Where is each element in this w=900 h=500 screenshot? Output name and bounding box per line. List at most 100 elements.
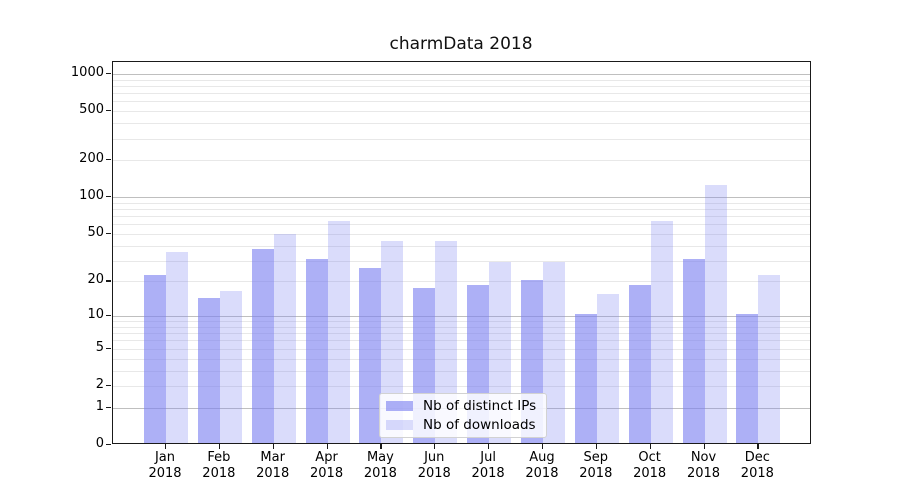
x-tick-month: Nov (690, 450, 717, 465)
y-tick-mark (106, 406, 111, 408)
bar-downloads (166, 252, 188, 443)
gridline-minor (113, 245, 810, 247)
x-tick-month: Dec (744, 450, 770, 465)
x-tick-label: Aug 2018 (510, 450, 574, 482)
y-tick-label: 10 (87, 307, 104, 323)
y-tick-label: 1000 (70, 64, 104, 80)
gridline-minor (113, 101, 810, 103)
y-tick-mark (106, 232, 111, 235)
x-tick-mark (595, 444, 597, 449)
y-tick-mark (106, 72, 111, 75)
y-tick-label: 500 (79, 102, 104, 118)
x-tick-year: 2018 (202, 466, 236, 481)
bar-downloads (758, 274, 781, 443)
x-tick-year: 2018 (417, 466, 451, 481)
y-tick-mark (106, 110, 111, 112)
legend-label-downloads: Nb of downloads (423, 416, 536, 433)
y-tick-label: 20 (87, 272, 104, 288)
x-tick-month: Mar (260, 450, 285, 465)
gridline-minor (113, 93, 810, 95)
x-tick-label: Sep 2018 (564, 450, 628, 482)
gridline-minor (113, 348, 810, 350)
y-tick-mark (106, 280, 111, 282)
bar-distinct-ips (682, 258, 705, 443)
x-tick-year: 2018 (256, 466, 290, 481)
x-tick-mark (272, 444, 274, 449)
bar-distinct-ips (251, 249, 274, 443)
bar-downloads (381, 241, 404, 443)
gridline-minor (113, 370, 810, 372)
x-tick-month: Aug (529, 450, 555, 465)
gridline-minor (113, 160, 810, 162)
x-tick-label: Jun 2018 (402, 450, 466, 482)
gridline-minor (113, 233, 810, 235)
x-tick-month: Oct (638, 450, 661, 465)
bar-distinct-ips (197, 297, 220, 443)
x-tick-year: 2018 (363, 466, 397, 481)
x-tick-mark (757, 444, 759, 449)
bar-distinct-ips (144, 274, 166, 443)
gridline-minor (113, 123, 810, 125)
y-tick-mark (106, 347, 111, 349)
x-tick-label: Jan 2018 (133, 450, 197, 482)
legend-label-distinct-ips: Nb of distinct IPs (423, 398, 537, 415)
bar-distinct-ips (574, 314, 597, 443)
y-tick-mark (106, 315, 111, 317)
legend: Nb of distinct IPs Nb of downloads (379, 393, 547, 438)
x-tick-label: Jul 2018 (456, 450, 520, 482)
x-tick-label: Oct 2018 (618, 450, 682, 482)
y-tick-mark (106, 159, 111, 161)
x-tick-label: Apr 2018 (295, 450, 359, 482)
x-tick-mark (434, 444, 436, 449)
y-tick-label: 5 (95, 339, 104, 355)
bar-downloads (596, 294, 619, 443)
x-tick-label: May 2018 (348, 450, 412, 482)
gridline-minor (113, 358, 810, 360)
y-tick-label: 200 (79, 151, 104, 167)
gridline-major (113, 73, 810, 75)
x-tick-label: Mar 2018 (241, 450, 305, 482)
y-tick-mark (106, 444, 111, 446)
legend-item-downloads: Nb of downloads (386, 417, 540, 433)
bar-downloads (327, 220, 350, 443)
gridline-minor (113, 111, 810, 113)
gridline-minor (113, 138, 810, 140)
x-tick-mark (218, 444, 221, 449)
x-tick-year: 2018 (579, 466, 613, 481)
legend-item-distinct-ips: Nb of distinct IPs (386, 398, 540, 414)
gridline-major (113, 197, 810, 199)
gridline-minor (113, 216, 810, 218)
bar-downloads (650, 221, 673, 443)
x-tick-month: Jul (480, 450, 496, 465)
y-tick-label: 100 (79, 188, 104, 204)
x-tick-mark (326, 444, 328, 449)
chart-title: charmData 2018 (389, 34, 533, 54)
gridline-minor (113, 79, 810, 81)
gridline-minor (113, 340, 810, 342)
y-tick-label: 50 (87, 224, 104, 240)
x-tick-year: 2018 (148, 466, 182, 481)
y-tick-mark (106, 385, 111, 387)
x-tick-month: Feb (207, 450, 231, 465)
x-tick-month: May (366, 450, 394, 465)
gridline-minor (113, 260, 810, 262)
gridline-minor (113, 321, 810, 323)
x-tick-year: 2018 (525, 466, 559, 481)
gridline-minor (113, 327, 810, 328)
x-tick-label: Feb 2018 (187, 450, 251, 482)
x-tick-mark (703, 444, 705, 449)
gridline-minor (113, 85, 810, 87)
gridline-minor (113, 333, 810, 335)
plot-area (112, 61, 811, 444)
legend-swatch-downloads (386, 419, 413, 430)
bar-distinct-ips (736, 314, 759, 443)
gridline-minor (113, 281, 810, 283)
x-tick-year: 2018 (740, 466, 774, 481)
x-tick-month: Jun (424, 450, 445, 465)
x-tick-mark (541, 444, 544, 449)
bar-downloads (542, 262, 565, 443)
bar-downloads (273, 234, 296, 443)
x-tick-label: Dec 2018 (725, 450, 789, 482)
bar-distinct-ips (628, 284, 651, 443)
